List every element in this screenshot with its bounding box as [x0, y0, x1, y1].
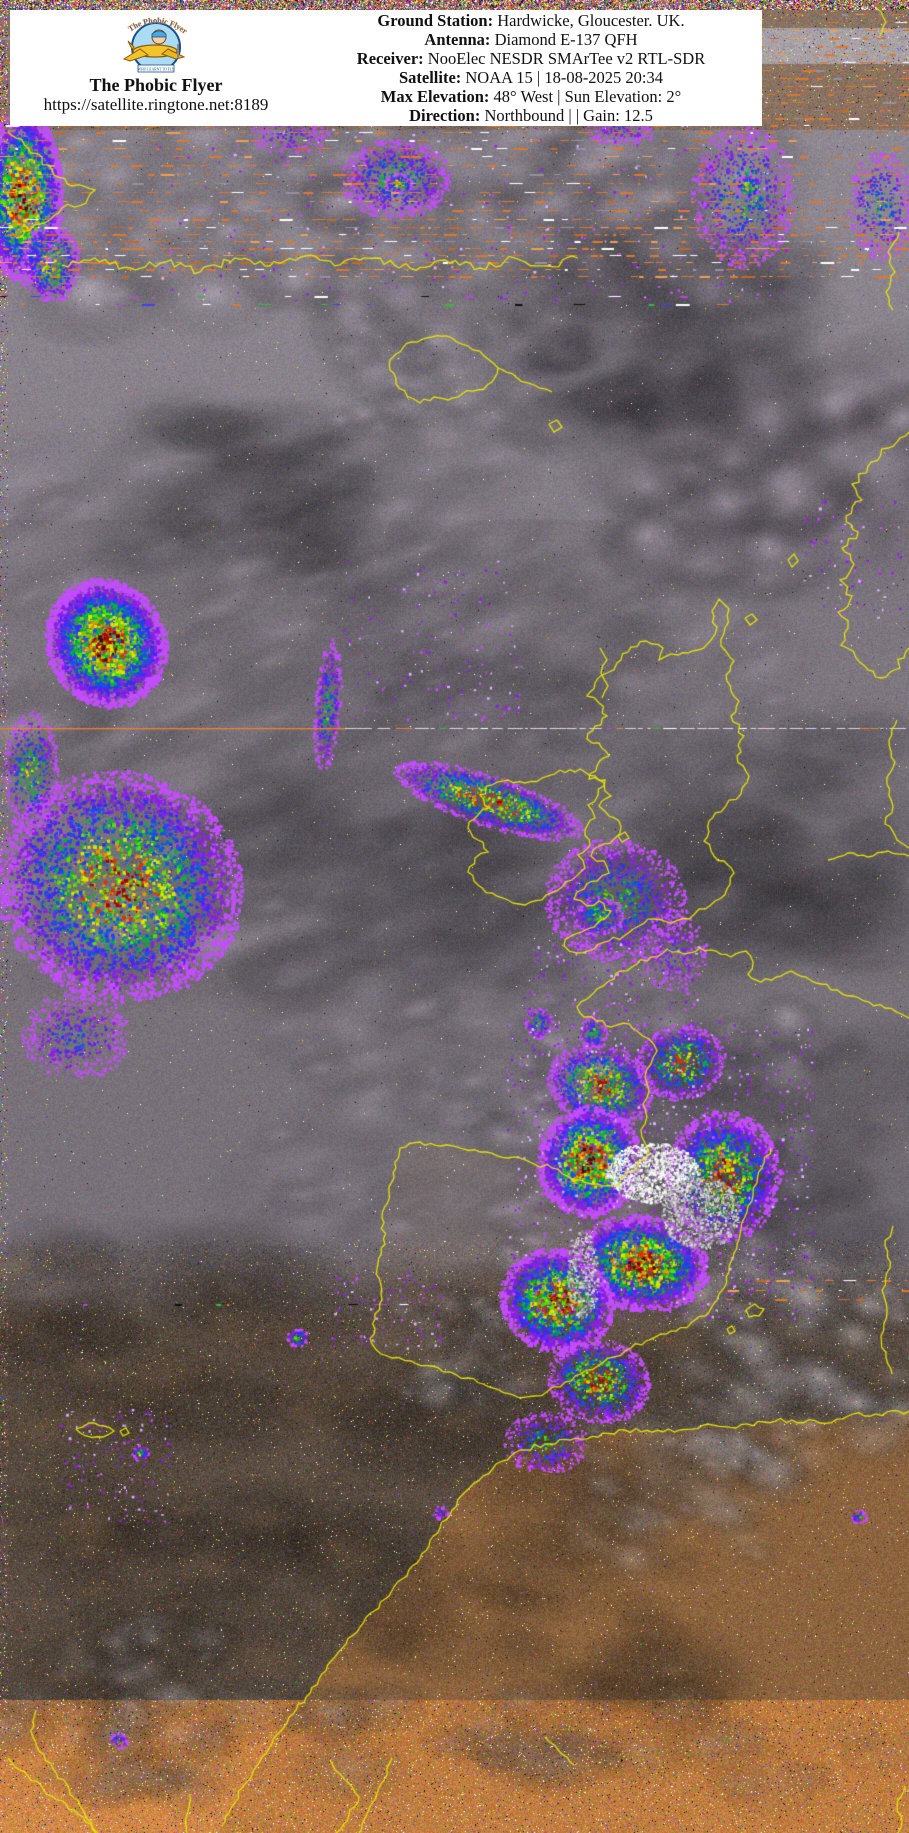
satellite-row: Satellite: NOAA 15 | 18-08-2025 20:34 [302, 68, 760, 87]
max-elevation-row: Max Elevation: 48° West | Sun Elevation:… [302, 87, 760, 106]
receiver-label: Receiver: [356, 49, 424, 68]
ground-station-value: Hardwicke, Gloucester. UK. [493, 11, 685, 30]
receiver-row: Receiver: NooElec NESDR SMArTee v2 RTL-S… [302, 49, 760, 68]
brand-block: The Phobic Flyer WHO LEARNT TO FLY The P… [10, 10, 302, 126]
logo-ribbon [137, 64, 175, 73]
brand-url: https://satellite.ringtone.net:8189 [43, 95, 269, 114]
brand-title: The Phobic Flyer [89, 75, 223, 95]
antenna-value: Diamond E-137 QFH [490, 30, 638, 49]
max-elevation-value: 48° West | Sun Elevation: 2° [489, 87, 682, 106]
direction-label: Direction: [409, 106, 481, 125]
direction-row: Direction: Northbound | | Gain: 12.5 [302, 106, 760, 125]
reception-info: Ground Station: Hardwicke, Gloucester. U… [302, 10, 762, 126]
satellite-label: Satellite: [398, 68, 462, 87]
direction-value: Northbound | | Gain: 12.5 [480, 106, 653, 125]
antenna-label: Antenna: [424, 30, 491, 49]
plane-tail-icon [127, 40, 135, 50]
antenna-row: Antenna: Diamond E-137 QFH [302, 30, 760, 49]
receiver-value: NooElec NESDR SMArTee v2 RTL-SDR [423, 49, 706, 68]
phobic-flyer-logo: The Phobic Flyer WHO LEARNT TO FLY [122, 16, 190, 73]
plane-wing-icon [122, 48, 150, 62]
pilot-cap-icon [151, 30, 167, 38]
satellite-value: NOAA 15 | 18-08-2025 20:34 [461, 68, 664, 87]
ground-station-label: Ground Station: [377, 11, 494, 30]
max-elevation-label: Max Elevation: [380, 87, 490, 106]
ground-station-row: Ground Station: Hardwicke, Gloucester. U… [302, 11, 760, 30]
logo-ribbon-text: WHO LEARNT TO FLY [138, 67, 175, 71]
info-overlay: The Phobic Flyer WHO LEARNT TO FLY The P… [10, 10, 762, 126]
